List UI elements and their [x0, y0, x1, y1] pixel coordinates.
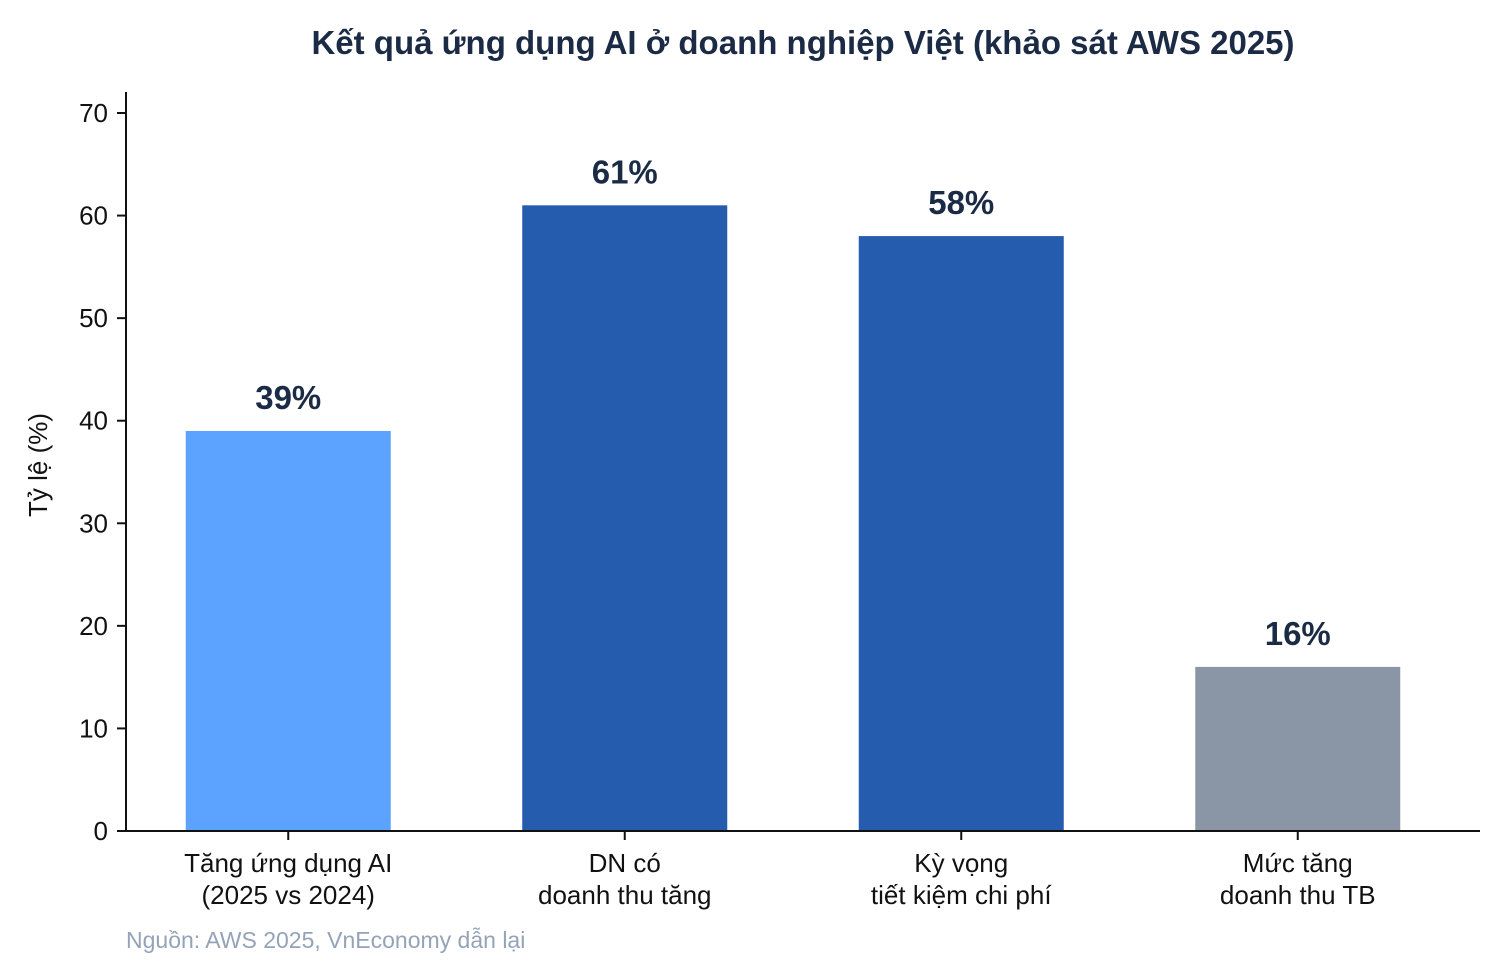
bar-value-label: 39% [255, 379, 321, 416]
chart-title: Kết quả ứng dụng AI ở doanh nghiệp Việt … [311, 24, 1294, 61]
y-tick-label: 60 [79, 201, 108, 231]
x-axis-ticks: Tăng ứng dụng AI (2025 vs 2024) DN có doanh… [184, 831, 1376, 910]
bar [522, 205, 728, 832]
y-tick-label: 0 [94, 816, 108, 846]
x-category-label: DN có doanh thu tăng [538, 848, 712, 910]
x-category-label: Kỳ vọng tiết kiệm chi phí [871, 848, 1052, 910]
y-tick-label: 10 [79, 713, 108, 743]
y-axis-label: Tỷ lệ (%) [23, 413, 53, 517]
y-tick-label: 70 [79, 98, 108, 128]
bar-value-label: 16% [1265, 615, 1331, 652]
bar-value-label: 58% [928, 184, 994, 221]
bar [1195, 666, 1401, 831]
source-note: Nguồn: AWS 2025, VnEconomy dẫn lại [126, 927, 525, 953]
y-tick-label: 40 [79, 406, 108, 436]
x-category-label: Mức tăng doanh thu TB [1220, 848, 1376, 910]
y-axis-ticks: 0 10 20 30 40 50 60 70 [79, 98, 126, 846]
bar-value-label: 61% [592, 153, 658, 190]
y-tick-label: 20 [79, 611, 108, 641]
bar [185, 430, 391, 831]
y-tick-label: 30 [79, 508, 108, 538]
bars-group [185, 205, 1401, 832]
bar [858, 236, 1064, 832]
value-labels-group: 39% 61% 58% 16% [255, 153, 1331, 652]
x-category-label: Tăng ứng dụng AI (2025 vs 2024) [184, 848, 392, 910]
y-tick-label: 50 [79, 303, 108, 333]
